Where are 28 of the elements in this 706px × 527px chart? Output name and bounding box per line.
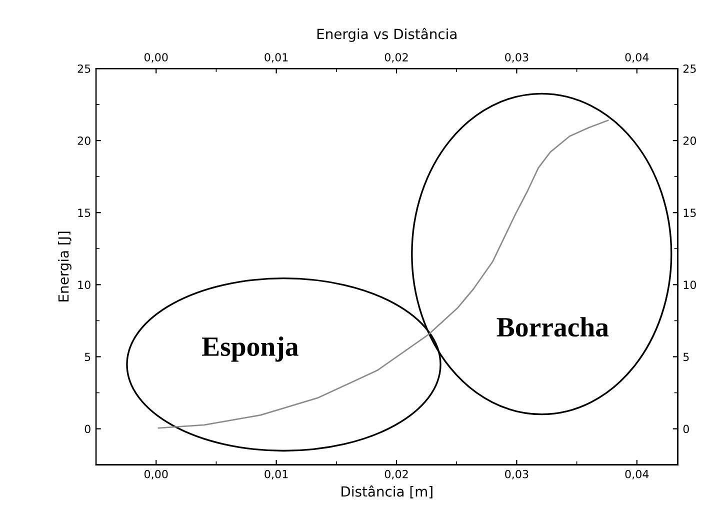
x-tick-label: 0,02 bbox=[384, 470, 408, 480]
x2-tick-label: 0,01 bbox=[264, 53, 288, 63]
x2-tick-label: 0,04 bbox=[625, 53, 649, 63]
x-axis-title: Distância [m] bbox=[342, 485, 432, 498]
y2-tick-label: 25 bbox=[683, 64, 696, 73]
y-tick-label: 15 bbox=[78, 208, 90, 217]
x-tick-label: 0,03 bbox=[505, 470, 528, 480]
x-tick-label: 0,00 bbox=[144, 470, 168, 480]
annotation: Borracha bbox=[496, 317, 609, 337]
x-tick-label: 0,01 bbox=[264, 470, 288, 480]
y2-tick-label: 15 bbox=[684, 208, 696, 217]
annotation: Esponja bbox=[202, 336, 298, 362]
y2-tick-label: 10 bbox=[684, 280, 696, 290]
y-tick-label: 10 bbox=[78, 280, 90, 290]
y2-tick-label: 20 bbox=[683, 136, 696, 145]
chart-title: Energia vs Distância bbox=[317, 28, 456, 42]
x2-tick-label: 0,00 bbox=[144, 53, 168, 63]
y-tick-label: 20 bbox=[78, 136, 90, 145]
x2-tick-label: 0,02 bbox=[384, 53, 408, 63]
y-axis-title: Energia [J] bbox=[58, 232, 72, 302]
y2-tick-label: 5 bbox=[683, 352, 689, 362]
y2-tick-label: 0 bbox=[683, 424, 689, 434]
y-tick-label: 0 bbox=[84, 424, 90, 434]
line-series bbox=[158, 120, 609, 429]
x2-tick-label: 0,03 bbox=[505, 53, 528, 63]
x-tick-label: 0,04 bbox=[625, 470, 649, 480]
y-tick-label: 25 bbox=[78, 64, 90, 73]
y-tick-label: 5 bbox=[84, 352, 90, 362]
